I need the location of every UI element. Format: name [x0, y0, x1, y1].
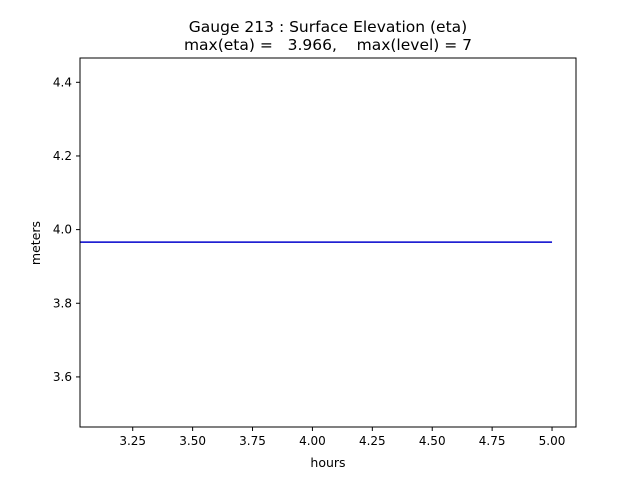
- x-axis-label: hours: [310, 455, 345, 470]
- y-tick-label: 4.4: [53, 75, 72, 89]
- y-tick-label: 3.8: [53, 296, 72, 310]
- x-tick-label: 4.50: [419, 434, 446, 448]
- plot-area-frame: [79, 57, 577, 428]
- y-tick-label: 3.6: [53, 370, 72, 384]
- x-tick-label: 4.75: [479, 434, 506, 448]
- chart-subtitle: max(eta) = 3.966, max(level) = 7: [184, 36, 472, 54]
- x-tick-label: 5.00: [539, 434, 566, 448]
- x-tick-label: 3.75: [239, 434, 266, 448]
- y-tick-label: 4.2: [53, 149, 72, 163]
- x-tick-label: 3.25: [119, 434, 146, 448]
- x-tick-label: 4.00: [299, 434, 326, 448]
- x-tick-label: 4.25: [359, 434, 386, 448]
- y-tick-label: 4.0: [53, 223, 72, 237]
- x-tick-label: 3.50: [179, 434, 206, 448]
- chart-title: Gauge 213 : Surface Elevation (eta): [189, 18, 467, 36]
- y-axis-label: meters: [28, 221, 43, 265]
- ticks-group: 3.25 3.50 3.75 4.00 4.25 4.50 4.75 5.00 3.6 3.8 4.…: [53, 75, 565, 448]
